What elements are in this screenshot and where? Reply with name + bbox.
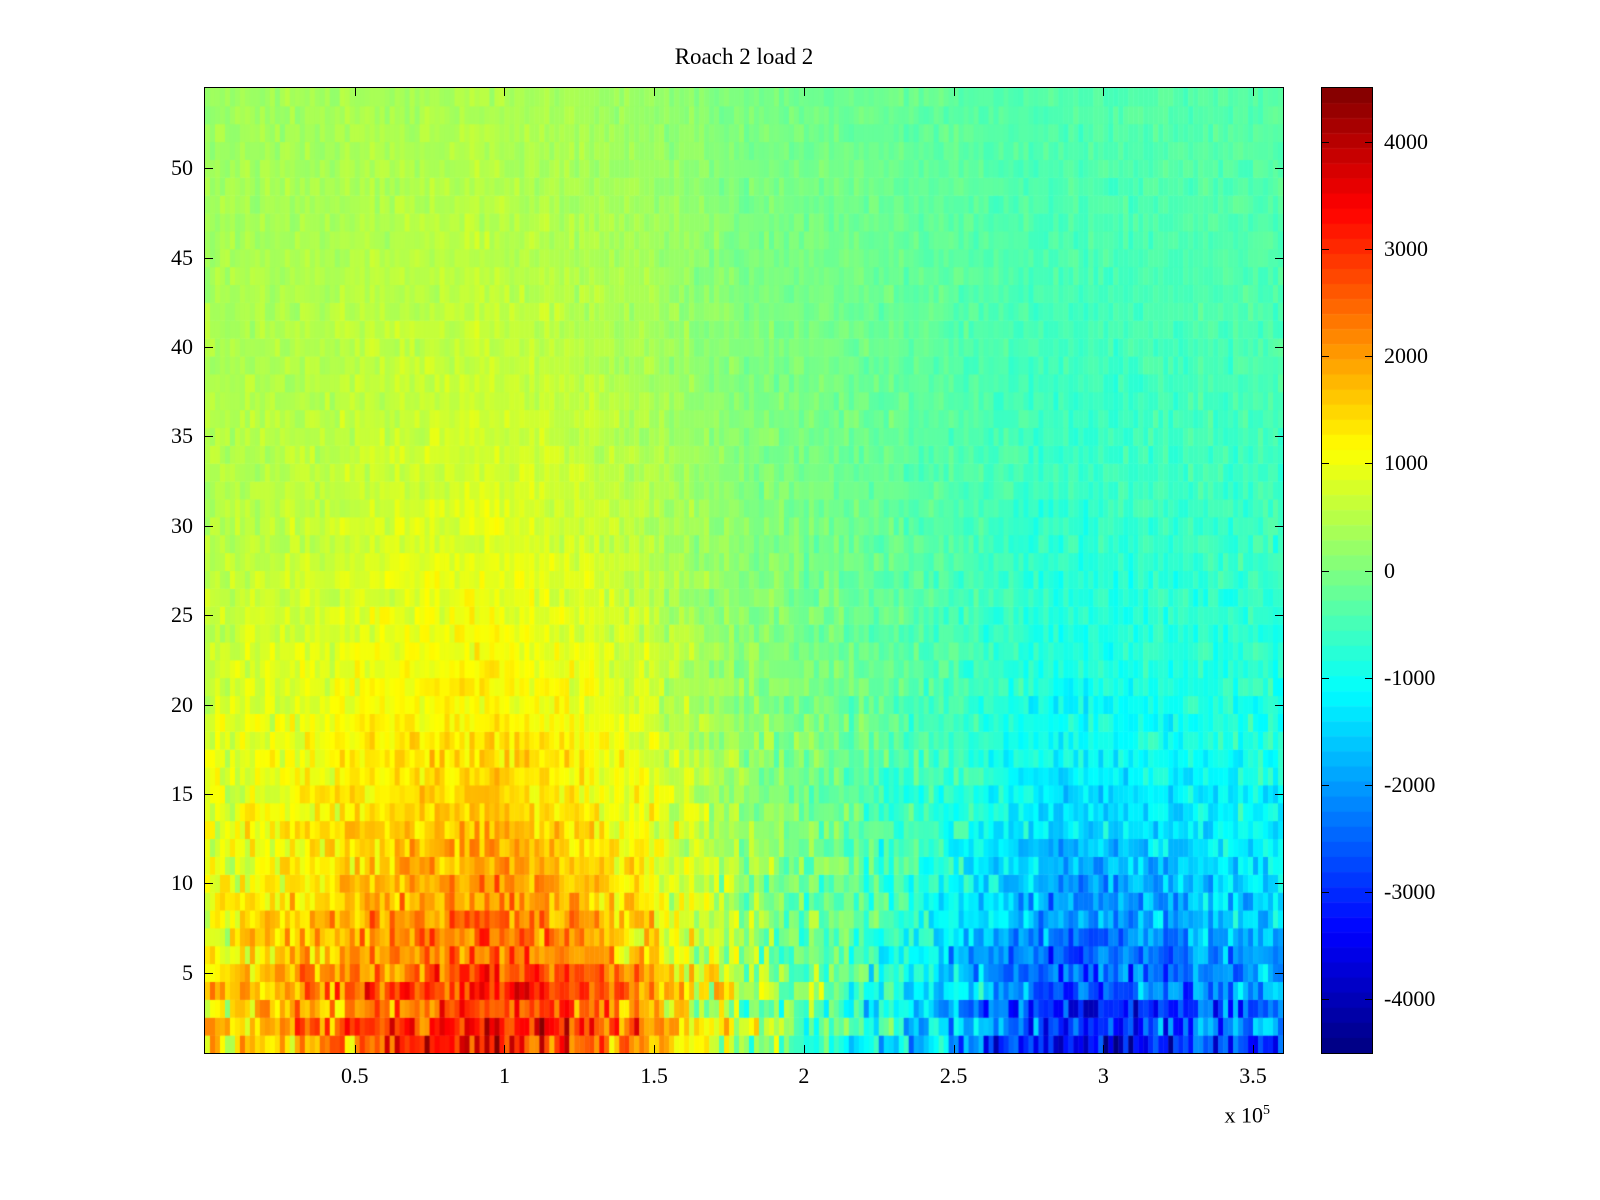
colorbar-tick-mark-left: [1322, 248, 1329, 250]
y-tick-label: 25: [171, 602, 193, 628]
x-tick-mark: [803, 1045, 805, 1053]
colorbar: [1321, 87, 1373, 1054]
colorbar-tick-label: -2000: [1384, 771, 1436, 797]
x-axis-multiplier-exponent: 5: [1263, 1103, 1270, 1118]
y-tick-mark-right: [1275, 793, 1283, 795]
x-tick-mark-top: [1103, 88, 1105, 96]
colorbar-tick-mark: [1365, 892, 1372, 894]
y-tick-label: 35: [171, 423, 193, 449]
y-tick-mark-right: [1275, 168, 1283, 170]
y-tick-mark-right: [1275, 972, 1283, 974]
heatmap-canvas: [205, 88, 1283, 1053]
colorbar-tick-mark: [1365, 463, 1372, 465]
colorbar-tick-mark-left: [1322, 141, 1329, 143]
colorbar-tick-mark: [1365, 784, 1372, 786]
y-tick-label: 50: [171, 155, 193, 181]
x-tick-label: 3.5: [1239, 1063, 1267, 1088]
x-tick-label: 0.5: [340, 1063, 369, 1088]
x-tick-mark-top: [654, 88, 656, 96]
x-tick-mark-top: [504, 88, 506, 96]
x-tick-mark: [654, 1045, 656, 1053]
y-tick-mark: [205, 704, 213, 706]
colorbar-tick-label: 4000: [1384, 128, 1428, 154]
x-tick-mark-top: [803, 88, 805, 96]
x-tick-mark: [953, 1045, 955, 1053]
x-tick-mark-top: [1253, 88, 1255, 96]
colorbar-tick-label: 0: [1384, 557, 1395, 583]
y-tick-label: 10: [171, 870, 193, 896]
colorbar-tick-mark-left: [1322, 570, 1329, 572]
colorbar-tick-label: -1000: [1384, 664, 1436, 690]
x-tick-label: 1: [498, 1063, 510, 1088]
y-tick-mark-right: [1275, 615, 1283, 617]
colorbar-tick-mark-left: [1322, 999, 1329, 1001]
colorbar-tick-mark: [1365, 677, 1372, 679]
x-tick-mark: [1103, 1045, 1105, 1053]
colorbar-tick-mark: [1365, 570, 1372, 572]
x-tick-label: 2.5: [939, 1063, 968, 1088]
x-axis-multiplier-prefix: x 10: [1224, 1102, 1264, 1128]
y-tick-mark-right: [1275, 257, 1283, 259]
x-tick-mark-top: [953, 88, 955, 96]
x-tick-label: 2: [798, 1063, 810, 1088]
colorbar-tick-label: 3000: [1384, 235, 1428, 261]
y-tick-mark: [205, 347, 213, 349]
y-tick-label: 20: [171, 691, 193, 717]
colorbar-tick-mark: [1365, 141, 1372, 143]
x-axis-multiplier: x 105: [1080, 1098, 1271, 1128]
x-tick-mark: [1253, 1045, 1255, 1053]
y-tick-mark: [205, 436, 213, 438]
colorbar-tick-mark-left: [1322, 784, 1329, 786]
y-tick-mark-right: [1275, 704, 1283, 706]
y-tick-label: 40: [171, 334, 193, 360]
y-tick-label: 30: [171, 512, 193, 538]
colorbar-tick-label: -3000: [1384, 879, 1436, 905]
y-tick-label: 15: [171, 780, 193, 806]
y-tick-mark: [205, 793, 213, 795]
y-tick-mark: [205, 168, 213, 170]
x-tick-mark: [354, 1045, 356, 1053]
colorbar-tick-mark-left: [1322, 892, 1329, 894]
y-tick-label: 5: [182, 959, 193, 985]
y-tick-mark: [205, 525, 213, 527]
y-tick-mark: [205, 615, 213, 617]
colorbar-tick-label: -4000: [1384, 986, 1436, 1012]
colorbar-tick-mark-left: [1322, 356, 1329, 358]
y-tick-mark-right: [1275, 436, 1283, 438]
y-tick-mark-right: [1275, 347, 1283, 349]
colorbar-canvas: [1322, 88, 1372, 1053]
y-tick-label: 45: [171, 244, 193, 270]
x-tick-mark-top: [354, 88, 356, 96]
x-tick-label: 3: [1097, 1063, 1109, 1088]
x-tick-mark: [504, 1045, 506, 1053]
y-tick-mark: [205, 257, 213, 259]
plot-area: [204, 87, 1284, 1054]
y-tick-mark-right: [1275, 525, 1283, 527]
chart-title: Roach 2 load 2: [674, 44, 814, 69]
colorbar-tick-mark: [1365, 248, 1372, 250]
y-tick-mark: [205, 972, 213, 974]
y-tick-mark: [205, 883, 213, 885]
colorbar-tick-mark-left: [1322, 463, 1329, 465]
x-tick-label: 1.5: [640, 1063, 668, 1088]
colorbar-tick-mark: [1365, 356, 1372, 358]
colorbar-tick-mark: [1365, 999, 1372, 1001]
colorbar-tick-label: 1000: [1384, 450, 1428, 476]
colorbar-tick-label: 2000: [1384, 343, 1428, 369]
y-tick-mark-right: [1275, 883, 1283, 885]
colorbar-tick-mark-left: [1322, 677, 1329, 679]
